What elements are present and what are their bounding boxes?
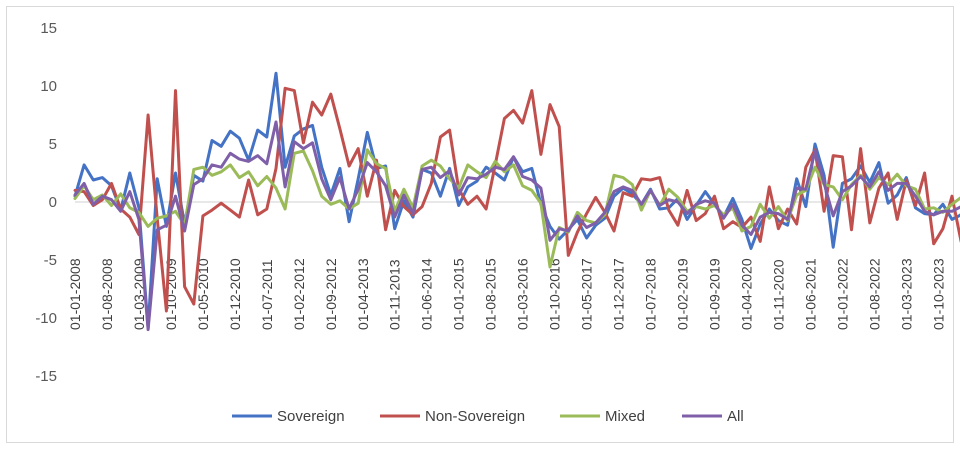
legend-label: Sovereign	[277, 408, 345, 425]
y-tick-label: 10	[40, 78, 57, 95]
legend-label: Non-Sovereign	[425, 408, 525, 425]
plot-area	[73, 71, 960, 332]
y-tick-label: 5	[49, 136, 57, 153]
legend-label: All	[727, 408, 744, 425]
x-tick-label: 01-03-2016	[515, 258, 531, 330]
y-tick-label: 0	[49, 194, 57, 211]
x-tick-label: 01-08-2015	[483, 258, 499, 330]
x-tick-label: 01-02-2012	[291, 258, 307, 330]
y-tick-label: -10	[35, 310, 57, 327]
y-tick-label: 15	[40, 20, 57, 37]
x-tick-label: 01-05-2010	[195, 258, 211, 330]
x-tick-label: 01-03-2023	[898, 258, 914, 330]
series-line	[73, 86, 960, 313]
x-tick-label: 01-06-2014	[419, 258, 435, 330]
x-tick-label: 01-12-2010	[227, 258, 243, 330]
y-tick-label: -5	[44, 252, 57, 269]
x-tick-label: 01-11-2013	[387, 259, 403, 330]
x-tick-label: 01-10-2023	[930, 258, 946, 330]
x-tick-label: 01-08-2008	[99, 258, 115, 330]
legend-item: Mixed	[560, 408, 645, 425]
x-tick-label: 01-01-2008	[67, 258, 83, 330]
x-tick-label: 01-10-2016	[547, 258, 563, 330]
x-tick-label: 01-11-2020	[770, 259, 786, 330]
x-tick-label: 01-01-2015	[451, 258, 467, 330]
x-tick-label: 01-12-2017	[611, 258, 627, 330]
y-axis: -15 -10 -5 0 5 10 15	[35, 20, 57, 385]
series-non-sovereign	[73, 86, 960, 313]
series-line	[73, 120, 960, 332]
x-tick-label: 01-04-2013	[355, 258, 371, 330]
legend: Sovereign Non-Sovereign Mixed All	[232, 408, 744, 425]
x-tick-label: 01-01-2022	[834, 258, 850, 330]
x-tick-label: 01-02-2019	[675, 258, 691, 330]
x-tick-label: 01-09-2019	[706, 258, 722, 330]
x-tick-label: 01-09-2012	[323, 258, 339, 330]
legend-label: Mixed	[605, 408, 645, 425]
x-axis: 01-01-2008 01-08-2008 01-03-2009 01-10-2009…	[67, 201, 950, 330]
x-tick-label: 01-04-2020	[738, 258, 754, 330]
x-tick-label: 01-06-2021	[802, 258, 818, 330]
x-tick-label: 01-05-2017	[579, 258, 595, 330]
legend-item: Non-Sovereign	[380, 408, 525, 425]
series-all	[73, 120, 960, 332]
x-tick-label: 01-08-2022	[866, 258, 882, 330]
x-tick-label: 01-07-2011	[259, 259, 275, 330]
legend-item: Sovereign	[232, 408, 345, 425]
x-tick-label: 01-07-2018	[643, 258, 659, 330]
legend-item: All	[682, 408, 744, 425]
y-tick-label: -15	[35, 368, 57, 385]
